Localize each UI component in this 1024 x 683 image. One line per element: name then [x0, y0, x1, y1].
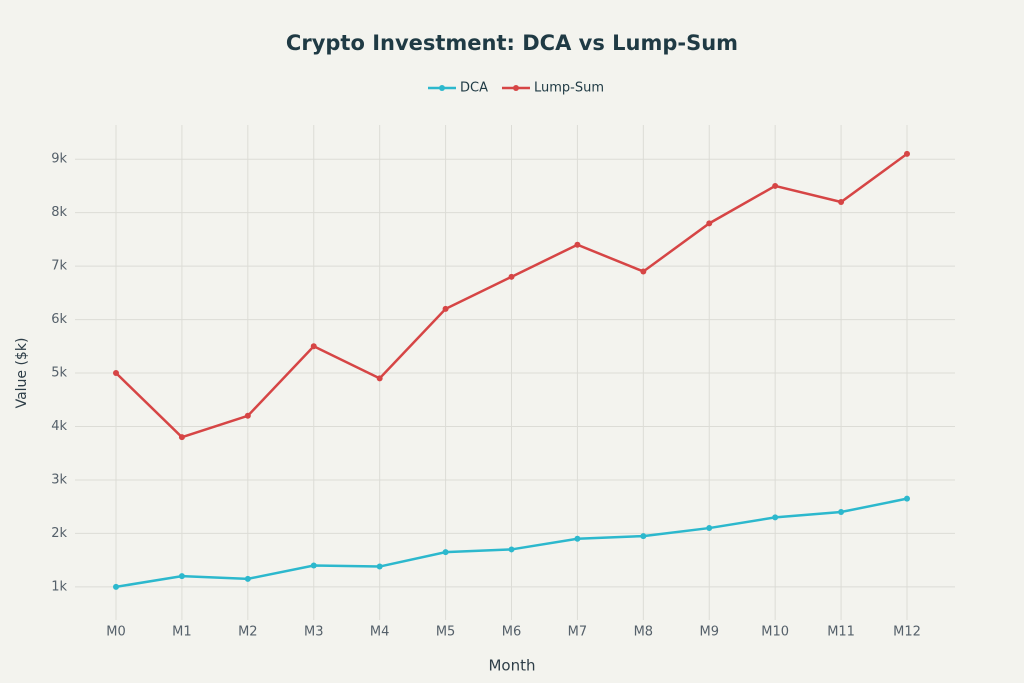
data-point [178, 434, 185, 441]
data-point [904, 150, 910, 157]
y-tick-label: 8k [51, 205, 67, 220]
data-point [640, 268, 647, 275]
y-tick-label: 6k [51, 312, 67, 327]
y-tick-label: 5k [51, 366, 67, 381]
data-point [508, 546, 515, 553]
data-point [772, 182, 779, 189]
data-point [178, 573, 185, 580]
data-point [706, 525, 713, 532]
data-point [113, 583, 119, 590]
data-point [310, 562, 317, 569]
x-tick-label: M1 [172, 625, 192, 640]
y-tick-label: 4k [51, 419, 67, 434]
data-point [376, 563, 383, 570]
data-point [706, 220, 713, 227]
y-tick-label: 2k [51, 526, 67, 541]
data-point [244, 412, 251, 419]
x-tick-label: M7 [568, 625, 588, 640]
data-point [113, 370, 119, 377]
x-tick-label: M9 [700, 625, 720, 640]
data-point [640, 533, 647, 540]
x-tick-label: M6 [502, 625, 522, 640]
legend-label: DCA [460, 81, 488, 96]
y-tick-label: 9k [51, 152, 67, 167]
data-point [310, 343, 317, 350]
data-point [904, 495, 910, 502]
y-axis-title: Value ($k) [14, 338, 30, 409]
x-tick-label: M4 [370, 625, 390, 640]
y-tick-label: 3k [51, 472, 67, 487]
x-tick-label: M0 [106, 625, 126, 640]
data-point [442, 305, 449, 312]
data-point [508, 273, 515, 280]
data-point [574, 241, 581, 248]
data-point [442, 549, 449, 556]
chart-title: Crypto Investment: DCA vs Lump-Sum [286, 31, 738, 55]
data-point [838, 509, 845, 516]
x-tick-label: M8 [634, 625, 654, 640]
y-tick-label: 1k [51, 579, 67, 594]
x-axis-title: Month [488, 657, 535, 675]
data-point [772, 514, 779, 521]
data-point [376, 375, 383, 382]
legend-label: Lump-Sum [534, 81, 604, 96]
x-tick-label: M2 [238, 625, 258, 640]
legend-marker [512, 85, 519, 91]
data-point [838, 198, 845, 205]
y-tick-label: 7k [51, 259, 67, 274]
data-point [244, 575, 251, 582]
x-tick-label: M10 [761, 625, 789, 640]
x-tick-label: M11 [827, 625, 855, 640]
x-tick-label: M12 [893, 625, 921, 640]
x-tick-label: M3 [304, 625, 324, 640]
legend-marker [439, 85, 445, 91]
x-tick-label: M5 [436, 625, 456, 640]
data-point [574, 535, 581, 542]
